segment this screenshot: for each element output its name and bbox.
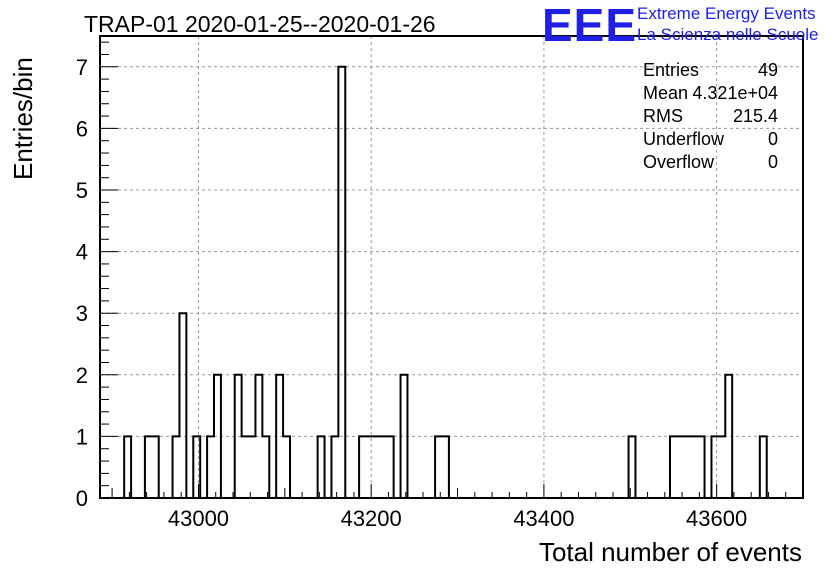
histogram-bin bbox=[359, 436, 366, 498]
grid-lines bbox=[100, 36, 803, 498]
stats-label: Underflow bbox=[643, 129, 725, 149]
stats-value: 0 bbox=[768, 152, 778, 172]
histogram-bin bbox=[380, 436, 387, 498]
histogram-bin bbox=[718, 436, 725, 498]
histogram-bin bbox=[193, 436, 200, 498]
x-tick-label: 43400 bbox=[513, 506, 574, 531]
stats-label: Mean bbox=[643, 83, 688, 103]
eee-logo: EEE Extreme Energy Events La Scienza nel… bbox=[542, 0, 818, 51]
stats-value: 49 bbox=[758, 60, 778, 80]
y-tick-label: 7 bbox=[76, 55, 88, 80]
x-tick-label: 43600 bbox=[686, 506, 747, 531]
histogram-bin bbox=[435, 436, 442, 498]
histogram-bin bbox=[698, 436, 705, 498]
y-tick-label: 1 bbox=[76, 424, 88, 449]
plot-frame bbox=[99, 35, 804, 499]
histogram-bin bbox=[684, 436, 691, 498]
histogram-bin bbox=[677, 436, 684, 498]
logo-line1: Extreme Energy Events bbox=[637, 4, 816, 23]
logo-line2: La Scienza nelle Scuole bbox=[637, 25, 818, 44]
y-tick-label: 3 bbox=[76, 301, 88, 326]
histogram-bin bbox=[691, 436, 698, 498]
histogram-bin bbox=[442, 436, 449, 498]
x-tick-label: 43200 bbox=[341, 506, 402, 531]
stats-label: Overflow bbox=[643, 152, 715, 172]
histogram-bin bbox=[760, 436, 767, 498]
stats-label: RMS bbox=[643, 106, 683, 126]
histogram-bin bbox=[387, 436, 394, 498]
y-tick-label: 2 bbox=[76, 363, 88, 388]
histogram-bin bbox=[711, 436, 718, 498]
y-tick-label: 5 bbox=[76, 178, 88, 203]
stats-value: 4.321e+04 bbox=[692, 83, 778, 103]
stats-label: Entries bbox=[643, 60, 699, 80]
stats-value: 0 bbox=[768, 129, 778, 149]
y-tick-label: 6 bbox=[76, 116, 88, 141]
histogram-bin bbox=[262, 436, 269, 498]
histogram-outline bbox=[123, 65, 768, 498]
histogram-bin bbox=[173, 436, 180, 498]
histogram-bin bbox=[249, 436, 256, 498]
histogram-bin bbox=[318, 436, 325, 498]
x-axis-label: Total number of events bbox=[539, 537, 802, 567]
histogram-bin bbox=[152, 436, 159, 498]
histogram-bin bbox=[366, 436, 373, 498]
y-tick-label: 0 bbox=[76, 486, 88, 511]
stats-box: Entries 49 Mean 4.321e+04 RMS 215.4 Underflow 0… bbox=[643, 60, 778, 172]
histogram-bin bbox=[629, 436, 636, 498]
histogram-bin bbox=[207, 436, 214, 498]
histogram-bin bbox=[331, 436, 338, 498]
histogram-bin bbox=[242, 436, 249, 498]
histogram-bin bbox=[670, 436, 677, 498]
histogram-bin bbox=[124, 436, 131, 498]
axes: 43000 43200 43400 43600 0 1 2 3 4 5 6 7 bbox=[76, 41, 804, 531]
x-tick-label: 43000 bbox=[168, 506, 229, 531]
y-axis-label: Entries/bin bbox=[8, 57, 38, 180]
y-tick-label: 4 bbox=[76, 240, 88, 265]
histogram-bin bbox=[338, 67, 345, 498]
stats-value: 215.4 bbox=[733, 106, 778, 126]
logo-letters: EEE bbox=[542, 0, 637, 51]
histogram-bin bbox=[283, 436, 290, 498]
histogram-bin bbox=[373, 436, 380, 498]
histogram-bin bbox=[179, 313, 186, 498]
chart-title: TRAP-01 2020-01-25--2020-01-26 bbox=[84, 11, 436, 37]
histogram-bin bbox=[145, 436, 152, 498]
